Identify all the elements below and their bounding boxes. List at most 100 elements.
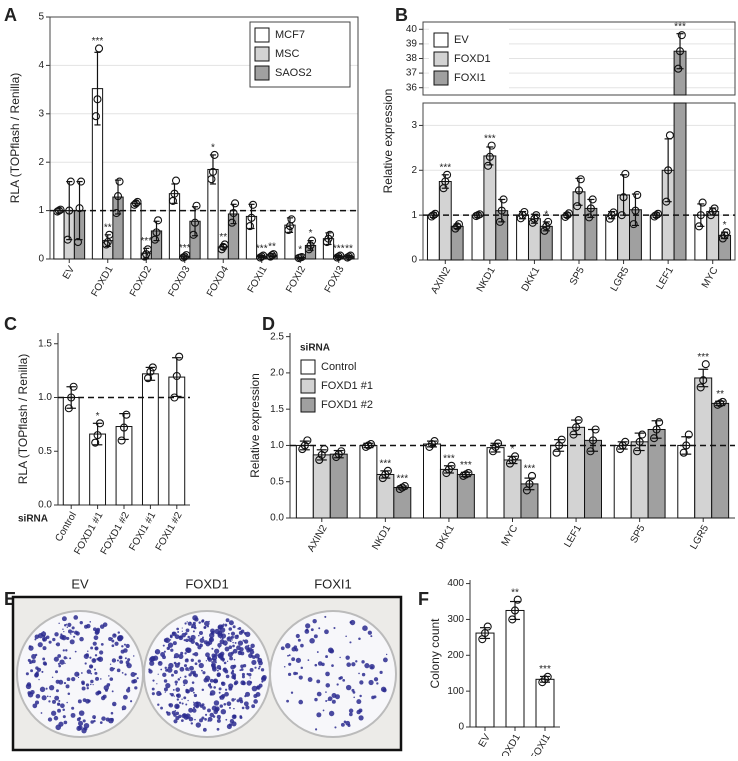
- error-bar: [498, 198, 506, 223]
- bar: [503, 459, 522, 519]
- bar: [711, 402, 730, 519]
- bar-lower-part: [673, 102, 687, 261]
- colony-dot: [37, 632, 44, 639]
- colony-dot: [229, 640, 232, 643]
- colony-dot: [52, 637, 56, 642]
- bar: [62, 397, 80, 506]
- significance: ***: [697, 352, 709, 363]
- colony-dot: [205, 660, 208, 662]
- colony-dot: [231, 714, 237, 720]
- colony-dot: [96, 627, 101, 632]
- colony-dot: [367, 630, 372, 635]
- y-tick-label: 100: [447, 686, 464, 697]
- colony-dot: [168, 647, 170, 649]
- colony-dot: [58, 699, 61, 703]
- colony-dot: [55, 670, 58, 674]
- colony-dot: [132, 678, 138, 684]
- colony-dot: [176, 698, 180, 701]
- data-point: [122, 410, 131, 419]
- data-point: [334, 252, 343, 261]
- colony-dot: [261, 674, 267, 680]
- colony-dot: [79, 620, 83, 625]
- data-point: [77, 177, 86, 186]
- colony-dot: [233, 681, 238, 686]
- bar: [535, 678, 555, 728]
- data-point: [73, 238, 83, 247]
- y-tick-label: 40: [406, 24, 418, 35]
- colony-dot: [43, 637, 45, 640]
- colony-dot: [167, 666, 169, 669]
- data-point: [652, 211, 661, 220]
- colony-dot: [170, 648, 174, 652]
- colony-dot: [312, 618, 317, 624]
- colony-dot: [218, 667, 222, 670]
- data-point: [170, 189, 179, 198]
- colony-dot: [177, 678, 181, 681]
- colony-dot: [126, 662, 132, 669]
- colony-dot: [182, 679, 188, 685]
- data-point: [653, 209, 663, 218]
- colony-dot: [89, 656, 92, 659]
- colony-dot: [253, 693, 258, 699]
- data-point: [112, 208, 121, 218]
- colony-dot: [345, 684, 352, 691]
- colony-dot: [356, 699, 362, 705]
- legend-label: Control: [321, 361, 356, 373]
- colony-dot: [316, 712, 322, 718]
- colony-dot: [342, 678, 346, 682]
- data-point: [102, 240, 111, 249]
- data-point: [400, 482, 409, 491]
- colony-dot: [219, 696, 222, 699]
- colony-dot: [316, 691, 322, 697]
- data-point: [133, 197, 142, 206]
- colony-dot: [181, 702, 184, 705]
- colony-dot: [218, 647, 220, 649]
- colony-dot: [358, 715, 364, 721]
- colony-dot: [92, 641, 97, 646]
- colony-dot: [151, 687, 155, 691]
- colony-dot: [286, 699, 289, 703]
- colony-dot: [201, 619, 205, 623]
- colony-dot: [229, 656, 234, 661]
- colony-dot: [215, 661, 217, 664]
- colony-dot: [314, 728, 318, 731]
- colony-dot: [192, 708, 197, 713]
- colony-dot: [190, 658, 194, 662]
- colony-dot: [334, 694, 340, 700]
- colony-dot: [178, 653, 184, 659]
- colony-dot: [109, 677, 114, 681]
- colony-dot: [64, 623, 67, 627]
- data-point: [227, 218, 237, 227]
- colony-dot: [188, 637, 193, 643]
- colony-dot: [249, 667, 254, 672]
- colony-dot: [204, 620, 210, 627]
- y-axis-label: Colony count: [428, 618, 442, 689]
- colony-dot: [169, 693, 172, 695]
- colony-dot: [309, 638, 315, 644]
- data-point: [210, 150, 219, 159]
- colony-dot: [228, 645, 233, 650]
- x-tick-label: FOXI1 #2: [154, 510, 185, 553]
- data-point: [585, 213, 594, 222]
- colony-dot: [179, 635, 182, 639]
- data-point: [189, 230, 198, 239]
- colony-dot: [249, 649, 255, 655]
- colony-dot: [193, 701, 195, 703]
- colony-dot: [217, 652, 224, 659]
- colony-dot: [193, 674, 196, 677]
- colony-dot: [111, 644, 115, 648]
- colony-dot: [51, 710, 57, 716]
- colony-dot: [218, 691, 221, 694]
- y-tick-label: 0.5: [38, 446, 52, 457]
- significance: *: [723, 220, 727, 231]
- data-point: [207, 175, 216, 184]
- colony-dot: [167, 642, 174, 648]
- bar: [141, 373, 159, 506]
- colony-dot: [149, 656, 155, 663]
- data-point: [527, 471, 537, 480]
- colony-dot: [172, 641, 177, 646]
- colony-dot: [197, 659, 201, 663]
- significance: *: [511, 444, 515, 455]
- legend-label: FOXI1: [454, 72, 486, 84]
- colony-dot: [194, 718, 196, 721]
